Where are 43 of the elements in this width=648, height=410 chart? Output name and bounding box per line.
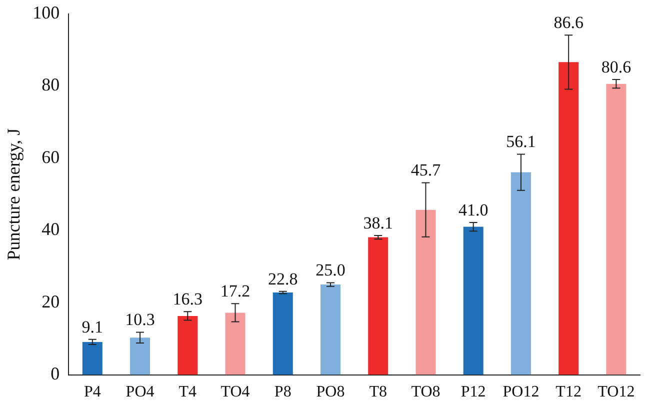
bar xyxy=(606,84,626,375)
y-tick-label: 60 xyxy=(42,146,60,167)
x-tick-label: PO12 xyxy=(502,384,540,401)
x-tick-label: TO8 xyxy=(411,384,440,401)
x-tick-label: TO4 xyxy=(220,384,250,401)
bar xyxy=(510,172,531,375)
data-label: 56.1 xyxy=(506,132,536,152)
data-label: 25.0 xyxy=(316,260,346,280)
bar xyxy=(130,338,150,375)
data-label: 9.1 xyxy=(82,317,104,336)
x-tick-label: T12 xyxy=(556,384,582,401)
x-tick-label: P8 xyxy=(274,384,292,401)
x-tick-label: T8 xyxy=(369,384,387,401)
bar xyxy=(320,284,340,375)
y-tick-label: 80 xyxy=(42,74,60,95)
bar xyxy=(225,312,246,375)
y-tick-label: 0 xyxy=(50,364,60,384)
data-label: 45.7 xyxy=(410,160,442,180)
bar xyxy=(82,342,102,375)
bar xyxy=(558,62,579,375)
data-label: 38.1 xyxy=(363,213,393,232)
bar xyxy=(463,226,484,375)
data-label: 86.6 xyxy=(554,13,584,32)
x-tick-label: PO4 xyxy=(126,384,154,401)
data-label: 80.6 xyxy=(601,57,632,76)
data-label: 10.3 xyxy=(125,310,155,330)
bar xyxy=(368,237,388,375)
y-axis-title: Puncture energy, J xyxy=(4,128,24,260)
data-label: 22.8 xyxy=(268,269,298,288)
x-tick-label: T4 xyxy=(178,384,197,401)
x-tick-label: P4 xyxy=(84,384,101,401)
bar xyxy=(272,292,293,375)
y-tick-label: 40 xyxy=(42,219,60,240)
x-tick-label: P12 xyxy=(460,384,486,401)
x-tick-label: TO12 xyxy=(598,384,635,401)
bar xyxy=(178,316,198,375)
data-label: 16.3 xyxy=(172,290,203,309)
data-label: 41.0 xyxy=(458,200,488,220)
y-tick-label: 100 xyxy=(32,2,60,23)
y-tick-label: 20 xyxy=(42,291,60,312)
bar xyxy=(416,210,436,375)
x-tick-label: PO8 xyxy=(316,384,345,401)
data-label: 17.2 xyxy=(220,282,250,301)
